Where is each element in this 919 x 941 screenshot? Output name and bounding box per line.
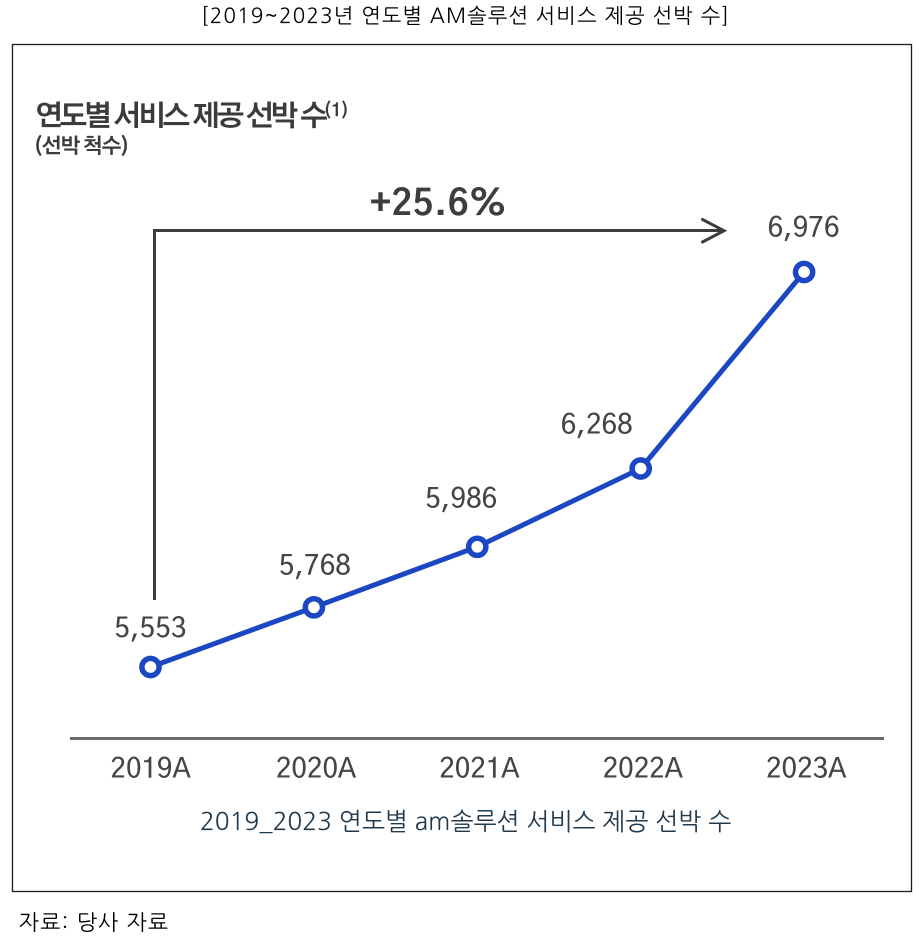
data-label-2020A: 5,768 xyxy=(279,553,351,581)
data-point-2022A xyxy=(629,457,653,480)
figure-unit-label: (선박 척수) xyxy=(34,134,129,158)
figure-title-superscript: (1) xyxy=(324,100,349,120)
x-tick-2019A: 2019A xyxy=(110,756,191,784)
line-chart: 5,553 5,768 5,986 6,268 6,976 xyxy=(115,215,840,679)
x-axis-ticks: 2019A 2020A 2021A 2022A 2023A xyxy=(110,756,847,784)
figure-caption: 2019_2023 연도별 am솔루션 서비스 제공 선박 수 xyxy=(200,809,731,834)
growth-arrow xyxy=(153,218,728,600)
source-note: 자료: 당사 자료 xyxy=(19,912,170,934)
header-title: [2019~2023년 연도별 AM솔루션 서비스 제공 선박 수] xyxy=(201,5,730,26)
data-label-2021A: 5,986 xyxy=(425,485,497,513)
growth-arrow-shaft xyxy=(153,229,722,600)
data-label-2022A: 6,268 xyxy=(561,412,633,440)
x-tick-2022A: 2022A xyxy=(603,756,684,784)
x-tick-2023A: 2023A xyxy=(766,756,847,784)
data-point-2020A xyxy=(302,595,326,619)
x-tick-2020A: 2020A xyxy=(276,756,357,784)
growth-arrow-head xyxy=(701,218,728,244)
data-point-2021A xyxy=(465,535,489,559)
figure-border xyxy=(11,43,913,893)
data-point-2019A xyxy=(139,655,162,679)
figure-title: 연도별 서비스 제공 선박 수 xyxy=(35,100,327,131)
data-point-2023A xyxy=(792,260,816,284)
data-line xyxy=(149,270,807,670)
growth-annotation: +25.6% xyxy=(370,186,507,223)
data-label-2023A: 6,976 xyxy=(768,215,840,243)
data-label-2019A: 5,553 xyxy=(115,615,187,643)
x-tick-2021A: 2021A xyxy=(439,756,520,784)
